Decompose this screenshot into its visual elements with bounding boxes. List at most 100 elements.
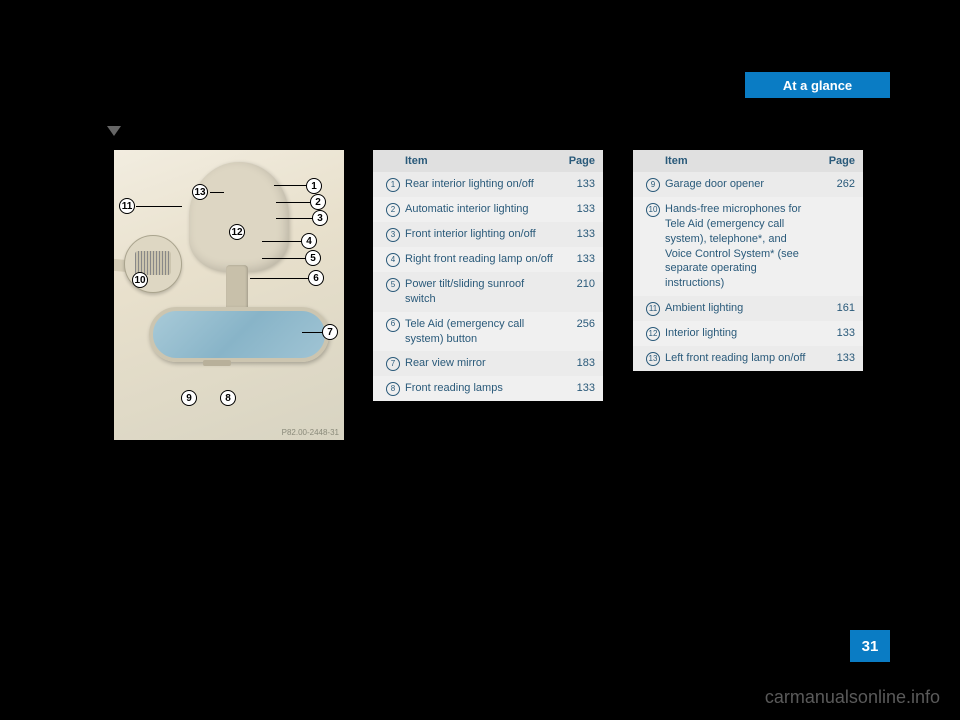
row-number: 12 xyxy=(641,326,665,341)
row-number: 13 xyxy=(641,351,665,366)
number-circle: 1 xyxy=(386,178,400,192)
row-description: Tele Aid (emergency call system) button xyxy=(405,317,559,347)
reference-table-2: Item Page 9 Garage door opener262 10 Hands-… xyxy=(633,150,863,371)
callout-8: 8 xyxy=(220,390,236,406)
row-number: 4 xyxy=(381,252,405,267)
row-page: 133 xyxy=(559,202,595,217)
row-page: 262 xyxy=(819,177,855,192)
row-description: Hands-free microphones for Tele Aid (eme… xyxy=(665,202,819,291)
callout-lead xyxy=(276,218,314,219)
row-description: Automatic interior lighting xyxy=(405,202,559,217)
number-circle: 5 xyxy=(386,278,400,292)
table-row: 4 Right front reading lamp on/off133 xyxy=(373,247,603,272)
row-description: Interior lighting xyxy=(665,326,819,341)
row-number: 11 xyxy=(641,301,665,316)
callout-10: 10 xyxy=(132,272,148,288)
table-header: Item Page xyxy=(633,150,863,172)
overhead-console xyxy=(189,162,289,272)
table-row: 10 Hands-free microphones for Tele Aid (e… xyxy=(633,197,863,296)
row-page: 133 xyxy=(559,227,595,242)
table-row: 6 Tele Aid (emergency call system) button… xyxy=(373,312,603,352)
row-number: 5 xyxy=(381,277,405,307)
row-number: 9 xyxy=(641,177,665,192)
row-number: 8 xyxy=(381,381,405,396)
overhead-console-diagram: 12345678910111213 P82.00-2448-31 xyxy=(114,150,344,440)
number-circle: 8 xyxy=(386,382,400,396)
callout-6: 6 xyxy=(308,270,324,286)
callout-lead xyxy=(276,202,312,203)
number-circle: 7 xyxy=(386,357,400,371)
row-page: 133 xyxy=(559,177,595,192)
number-circle: 11 xyxy=(646,302,660,316)
callout-9: 9 xyxy=(181,390,197,406)
row-page: 210 xyxy=(559,277,595,307)
table-row: 9 Garage door opener262 xyxy=(633,172,863,197)
callout-lead xyxy=(136,206,182,207)
callout-lead xyxy=(302,332,324,333)
row-description: Power tilt/sliding sunroof switch xyxy=(405,277,559,307)
callout-7: 7 xyxy=(322,324,338,340)
table-row: 11 Ambient lighting161 xyxy=(633,296,863,321)
callout-1: 1 xyxy=(306,178,322,194)
row-description: Front interior lighting on/off xyxy=(405,227,559,242)
row-number: 2 xyxy=(381,202,405,217)
table-row: 1 Rear interior lighting on/off133 xyxy=(373,172,603,197)
callout-2: 2 xyxy=(310,194,326,210)
header-page: Page xyxy=(559,155,595,167)
table-header: Item Page xyxy=(373,150,603,172)
number-circle: 10 xyxy=(646,203,660,217)
watermark: carmanualsonline.info xyxy=(765,687,940,708)
row-description: Ambient lighting xyxy=(665,301,819,316)
table-row: 13 Left front reading lamp on/off133 xyxy=(633,346,863,371)
callout-13: 13 xyxy=(192,184,208,200)
callout-lead xyxy=(274,185,308,186)
number-circle: 4 xyxy=(386,253,400,267)
table-row: 12 Interior lighting133 xyxy=(633,321,863,346)
row-page: 183 xyxy=(559,356,595,371)
table-row: 2 Automatic interior lighting133 xyxy=(373,197,603,222)
reference-table-1: Item Page 1 Rear interior lighting on/off… xyxy=(373,150,603,401)
number-circle: 13 xyxy=(646,352,660,366)
row-number: 6 xyxy=(381,317,405,347)
callout-4: 4 xyxy=(301,233,317,249)
row-number: 10 xyxy=(641,202,665,291)
row-page: 256 xyxy=(559,317,595,347)
table-row: 3Front interior lighting on/off133 xyxy=(373,222,603,247)
header-page: Page xyxy=(819,155,855,167)
row-page xyxy=(819,202,855,291)
diagram-code: P82.00-2448-31 xyxy=(282,428,339,437)
table-row: 7 Rear view mirror183 xyxy=(373,351,603,376)
row-page: 133 xyxy=(559,381,595,396)
row-page: 133 xyxy=(559,252,595,267)
callout-lead xyxy=(262,241,302,242)
table-row: 5 Power tilt/sliding sunroof switch210 xyxy=(373,272,603,312)
row-page: 161 xyxy=(819,301,855,316)
row-description: Rear interior lighting on/off xyxy=(405,177,559,192)
row-page: 133 xyxy=(819,351,855,366)
rear-view-mirror xyxy=(149,307,329,362)
row-number: 7 xyxy=(381,356,405,371)
callout-lead xyxy=(210,192,224,193)
callout-5: 5 xyxy=(305,250,321,266)
section-header: At a glance xyxy=(745,72,890,98)
row-number: 3 xyxy=(381,227,405,242)
row-number: 1 xyxy=(381,177,405,192)
callout-lead xyxy=(250,278,310,279)
header-item: Item xyxy=(665,155,819,167)
number-circle: 12 xyxy=(646,327,660,341)
page-number: 31 xyxy=(850,630,890,662)
number-circle: 9 xyxy=(646,178,660,192)
row-description: Right front reading lamp on/off xyxy=(405,252,559,267)
number-circle: 2 xyxy=(386,203,400,217)
header-item: Item xyxy=(405,155,559,167)
number-circle: 6 xyxy=(386,318,400,332)
row-description: Rear view mirror xyxy=(405,356,559,371)
row-description: Left front reading lamp on/off xyxy=(665,351,819,366)
callout-12: 12 xyxy=(229,224,245,240)
row-description: Garage door opener xyxy=(665,177,819,192)
table-row: 8Front reading lamps133 xyxy=(373,376,603,401)
triangle-marker xyxy=(107,126,121,136)
callout-lead xyxy=(262,258,306,259)
row-page: 133 xyxy=(819,326,855,341)
callout-11: 11 xyxy=(119,198,135,214)
